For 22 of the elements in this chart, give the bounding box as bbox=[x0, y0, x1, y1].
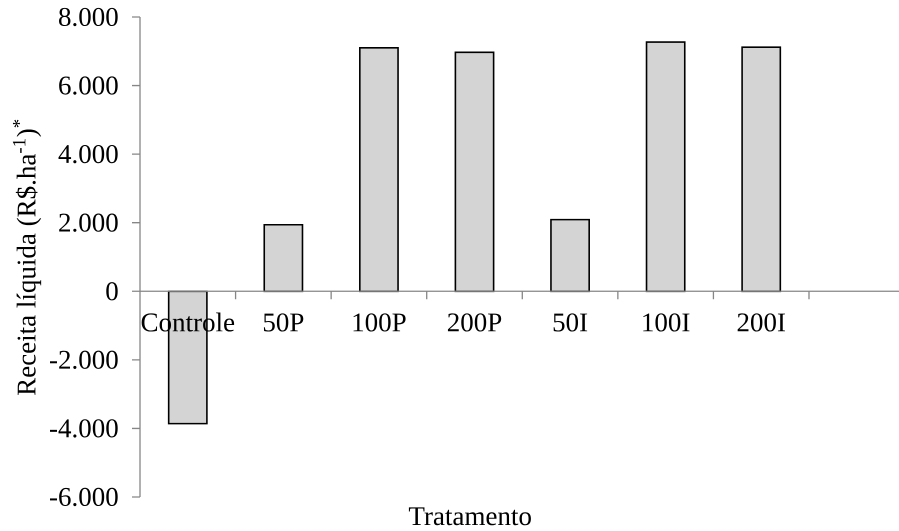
x-tick-label: 50P bbox=[264, 313, 304, 332]
y-tick-label: 6.000 bbox=[59, 76, 118, 95]
y-tick-label: 4.000 bbox=[58, 144, 118, 164]
y-axis-title: Receita líquida (R$.ha$^{-1}$)$^{*}$ bbox=[12, 120, 42, 396]
bar bbox=[263, 224, 304, 292]
y-tick-label: 0 bbox=[106, 282, 118, 300]
bar bbox=[359, 47, 399, 292]
x-tick-label: 200P bbox=[448, 313, 502, 332]
x-tick-label: 200I bbox=[738, 313, 786, 332]
bar bbox=[741, 46, 782, 292]
y-tick-label: 8.000 bbox=[59, 8, 118, 26]
y-tick-label: -6.000 bbox=[50, 488, 118, 506]
x-tick-label: 100P bbox=[354, 313, 406, 332]
y-tick-label: 2.000 bbox=[59, 214, 118, 232]
y-tick-label: -4.000 bbox=[50, 419, 118, 438]
bar bbox=[646, 41, 686, 292]
bar bbox=[454, 52, 494, 292]
y-tick-label: -2.000 bbox=[50, 350, 118, 370]
x-axis-title: Tratamento bbox=[408, 507, 531, 526]
bar bbox=[550, 218, 590, 292]
x-tick-label: 100I bbox=[643, 313, 690, 332]
x-tick-label: 50I bbox=[554, 313, 588, 332]
